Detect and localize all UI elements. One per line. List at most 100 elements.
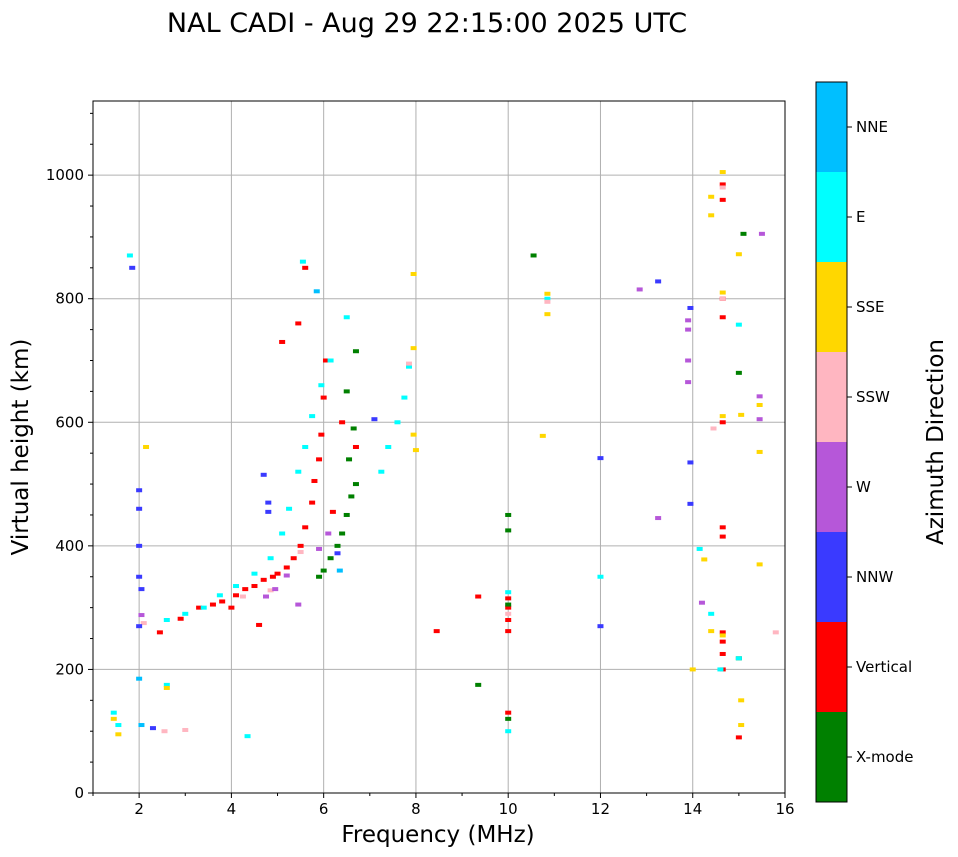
- colorbar-tick-label: W: [856, 478, 871, 496]
- data-point: [505, 710, 512, 715]
- colorbar: NNE E SSE SSW W NNW Vertical X-mode: [815, 81, 913, 803]
- data-point: [209, 602, 216, 607]
- data-point: [698, 600, 705, 605]
- colorbar-segment: [816, 82, 847, 173]
- data-point: [279, 339, 286, 344]
- data-point: [110, 710, 117, 715]
- data-point: [309, 500, 316, 505]
- series-nnw: [129, 265, 694, 731]
- series-sse: [110, 170, 763, 737]
- data-point: [244, 734, 251, 739]
- x-tick-label: 14: [683, 800, 702, 818]
- data-point: [163, 685, 170, 690]
- data-point: [544, 312, 551, 317]
- data-point: [320, 395, 327, 400]
- data-point: [136, 543, 143, 548]
- colorbar-segment: [816, 442, 847, 533]
- x-tick-label: 2: [134, 800, 144, 818]
- data-point: [505, 602, 512, 607]
- data-point: [475, 594, 482, 599]
- data-point: [719, 414, 726, 419]
- y-tick-label: 0: [74, 784, 84, 802]
- data-point: [339, 531, 346, 536]
- data-point: [182, 727, 189, 732]
- data-point: [505, 729, 512, 734]
- data-point: [685, 380, 692, 385]
- data-point: [708, 213, 715, 218]
- series-w: [138, 231, 765, 618]
- data-point: [265, 500, 272, 505]
- data-point: [597, 456, 604, 461]
- data-point: [689, 667, 696, 672]
- data-point: [339, 420, 346, 425]
- data-point: [136, 574, 143, 579]
- data-point: [636, 287, 643, 292]
- data-point: [544, 291, 551, 296]
- data-point: [267, 588, 274, 593]
- data-point: [136, 624, 143, 629]
- x-tick-label: 8: [411, 800, 421, 818]
- data-point: [597, 574, 604, 579]
- data-point: [316, 574, 323, 579]
- data-point: [406, 361, 413, 366]
- data-point: [735, 252, 742, 257]
- data-point: [348, 494, 355, 499]
- data-point: [756, 449, 763, 454]
- colorbar-segment: [816, 262, 847, 353]
- data-point: [138, 723, 145, 728]
- data-point: [717, 667, 724, 672]
- data-point: [352, 445, 359, 449]
- data-point: [719, 420, 726, 425]
- colorbar-tick-label: SSW: [856, 388, 890, 406]
- data-point: [295, 602, 302, 607]
- data-point: [685, 327, 692, 332]
- data-point: [687, 501, 694, 506]
- data-point: [719, 525, 726, 530]
- data-point: [735, 370, 742, 375]
- data-point: [401, 395, 408, 400]
- data-point: [719, 296, 726, 301]
- data-point: [334, 543, 341, 548]
- x-tick-label: 6: [319, 800, 329, 818]
- series-x-mode: [316, 231, 747, 721]
- data-point: [325, 531, 332, 536]
- data-point: [329, 509, 336, 514]
- data-point: [708, 629, 715, 634]
- data-point: [685, 358, 692, 363]
- data-point: [655, 516, 662, 521]
- data-point: [233, 593, 240, 598]
- data-point: [228, 605, 235, 610]
- colorbar-label: Azimuth Direction: [923, 339, 949, 545]
- data-point: [740, 231, 747, 236]
- data-point: [239, 594, 246, 599]
- data-point: [286, 506, 293, 511]
- data-point: [129, 265, 136, 270]
- data-point: [267, 556, 274, 561]
- chart-title: NAL CADI - Aug 29 22:15:00 2025 UTC: [167, 8, 687, 39]
- colorbar-segment: [816, 172, 847, 263]
- data-point: [269, 574, 276, 579]
- data-point: [343, 389, 350, 394]
- data-point: [302, 525, 309, 530]
- data-point: [295, 469, 302, 474]
- data-point: [406, 364, 413, 369]
- data-point: [350, 426, 357, 431]
- x-tick-label: 16: [775, 800, 794, 818]
- data-point: [143, 445, 150, 449]
- series-e: [110, 253, 742, 739]
- data-point: [297, 543, 304, 548]
- data-point: [138, 587, 145, 592]
- data-point: [272, 587, 279, 592]
- data-point: [505, 611, 512, 616]
- plot-frame: [92, 100, 786, 794]
- data-point: [161, 729, 168, 734]
- data-point: [530, 253, 537, 258]
- data-point: [163, 682, 170, 687]
- data-point: [505, 590, 512, 595]
- x-tick-label: 10: [499, 800, 518, 818]
- data-point: [216, 593, 223, 598]
- data-point: [318, 383, 325, 388]
- colorbar-segment: [816, 352, 847, 443]
- x-tick-label: 4: [227, 800, 237, 818]
